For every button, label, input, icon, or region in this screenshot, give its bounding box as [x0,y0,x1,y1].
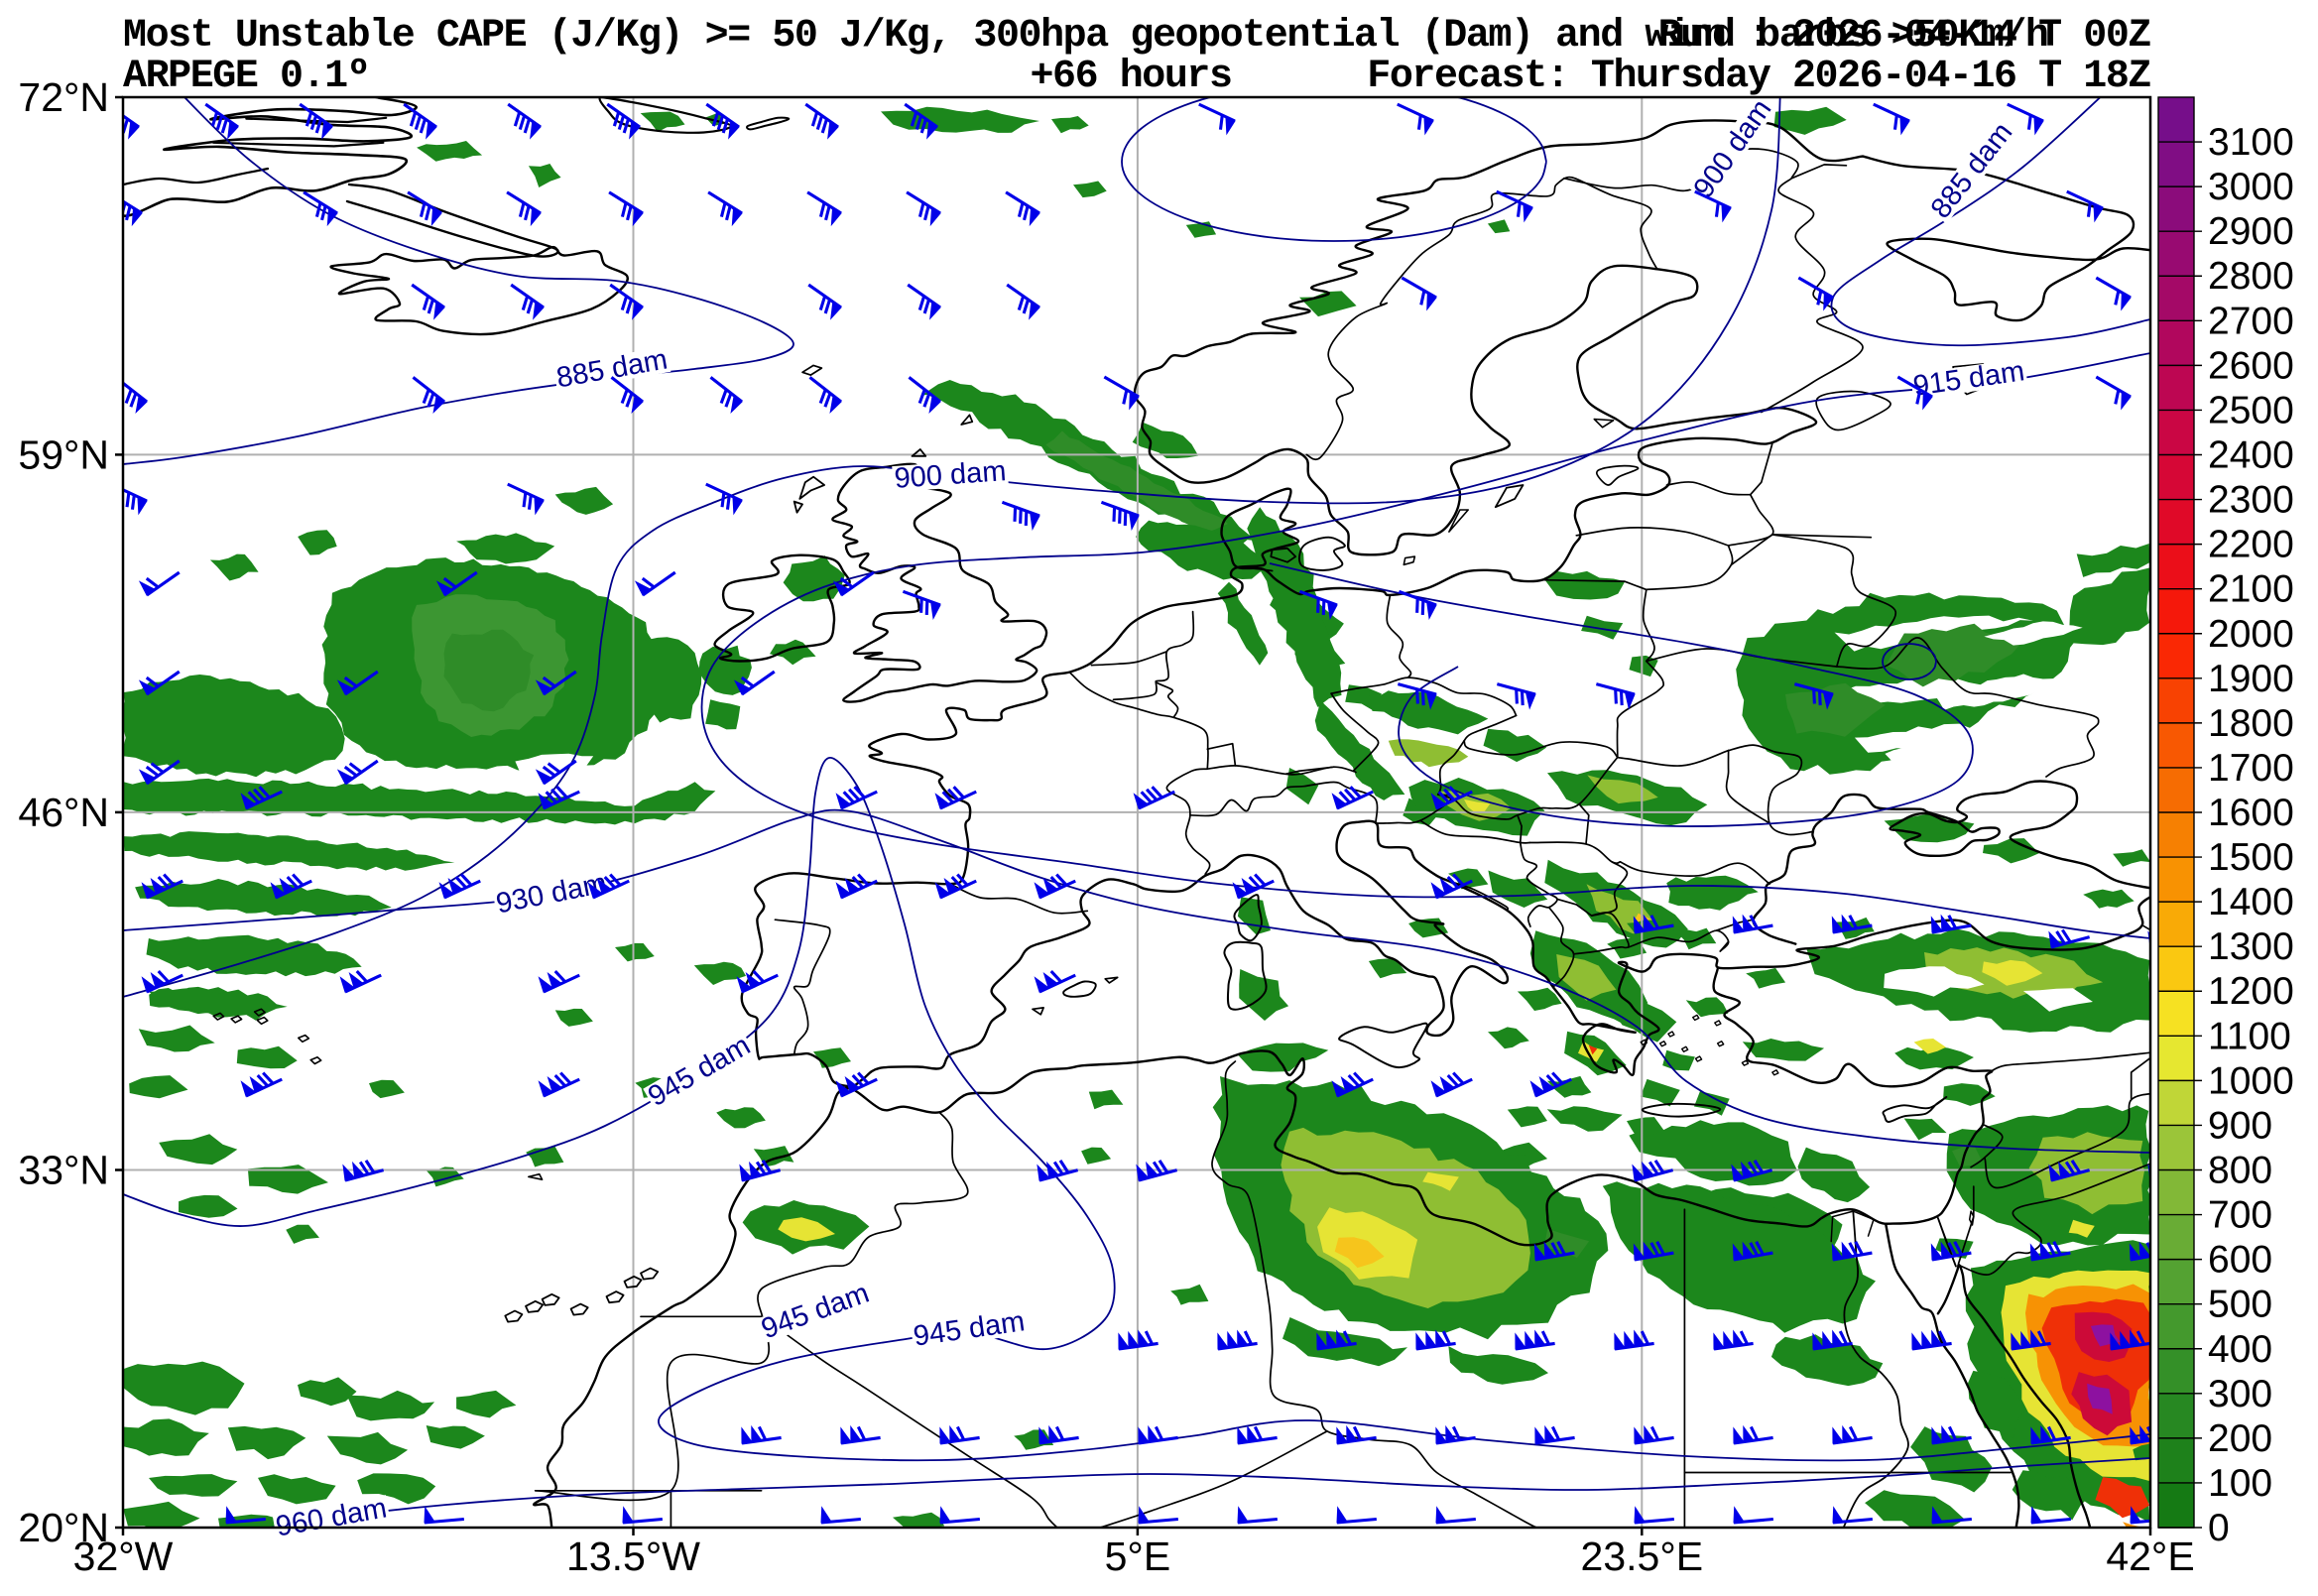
svg-text:200: 200 [2208,1417,2272,1460]
svg-text:Most Unstable CAPE (J/Kg) >= 5: Most Unstable CAPE (J/Kg) >= 50 J/Kg, 30… [123,14,2048,59]
svg-text:3100: 3100 [2208,121,2294,164]
svg-text:3000: 3000 [2208,166,2294,208]
svg-text:13.5°W: 13.5°W [566,1534,700,1579]
svg-text:1300: 1300 [2208,925,2294,968]
svg-text:Forecast: Thursday 2026-04-16: Forecast: Thursday 2026-04-16 T 18Z [1367,55,2150,99]
svg-text:400: 400 [2208,1328,2272,1371]
svg-text:2400: 2400 [2208,434,2294,477]
svg-text:59°N: 59°N [18,431,109,477]
svg-text:1800: 1800 [2208,702,2294,745]
svg-text:1900: 1900 [2208,658,2294,700]
svg-text:1500: 1500 [2208,836,2294,879]
svg-text:300: 300 [2208,1373,2272,1415]
svg-text:100: 100 [2208,1462,2272,1505]
svg-text:Run : 2026-04-14 T 00Z: Run : 2026-04-14 T 00Z [1658,14,2151,59]
svg-text:33°N: 33°N [18,1148,109,1193]
svg-text:1200: 1200 [2208,970,2294,1013]
svg-text:1400: 1400 [2208,881,2294,923]
svg-text:0: 0 [2208,1507,2230,1549]
svg-text:2200: 2200 [2208,524,2294,566]
svg-text:2800: 2800 [2208,255,2294,298]
svg-text:23.5°E: 23.5°E [1581,1534,1704,1579]
svg-text:2300: 2300 [2208,479,2294,522]
svg-text:5°E: 5°E [1105,1534,1171,1579]
svg-text:+66 hours: +66 hours [1030,55,1231,99]
svg-text:2100: 2100 [2208,568,2294,611]
svg-text:20°N: 20°N [18,1505,109,1550]
svg-text:ARPEGE 0.1º: ARPEGE 0.1º [123,55,369,99]
svg-text:72°N: 72°N [18,74,109,120]
svg-text:2700: 2700 [2208,300,2294,342]
svg-text:2000: 2000 [2208,613,2294,656]
svg-text:32°W: 32°W [73,1534,174,1579]
svg-text:1100: 1100 [2208,1015,2291,1057]
svg-text:2500: 2500 [2208,389,2294,431]
svg-text:1600: 1600 [2208,792,2294,834]
svg-text:500: 500 [2208,1284,2272,1326]
svg-text:600: 600 [2208,1239,2272,1282]
svg-text:700: 700 [2208,1194,2272,1237]
svg-text:800: 800 [2208,1150,2272,1192]
svg-text:42°E: 42°E [2106,1534,2194,1579]
svg-text:2600: 2600 [2208,344,2294,387]
svg-text:46°N: 46°N [18,790,109,835]
svg-text:1000: 1000 [2208,1059,2294,1102]
svg-text:1700: 1700 [2208,747,2294,790]
svg-text:900: 900 [2208,1104,2272,1147]
svg-text:2900: 2900 [2208,210,2294,253]
svg-text:900 dam: 900 dam [894,455,1008,495]
